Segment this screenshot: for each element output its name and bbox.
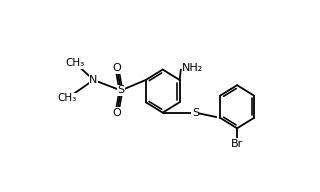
Text: S: S xyxy=(192,108,199,118)
Text: CH₃: CH₃ xyxy=(66,58,85,68)
Text: O: O xyxy=(113,63,121,73)
Text: N: N xyxy=(89,75,98,85)
Text: S: S xyxy=(117,85,124,95)
Text: O: O xyxy=(113,108,121,118)
Text: CH₃: CH₃ xyxy=(58,93,77,103)
Text: Br: Br xyxy=(231,139,243,149)
Text: NH₂: NH₂ xyxy=(182,63,204,73)
